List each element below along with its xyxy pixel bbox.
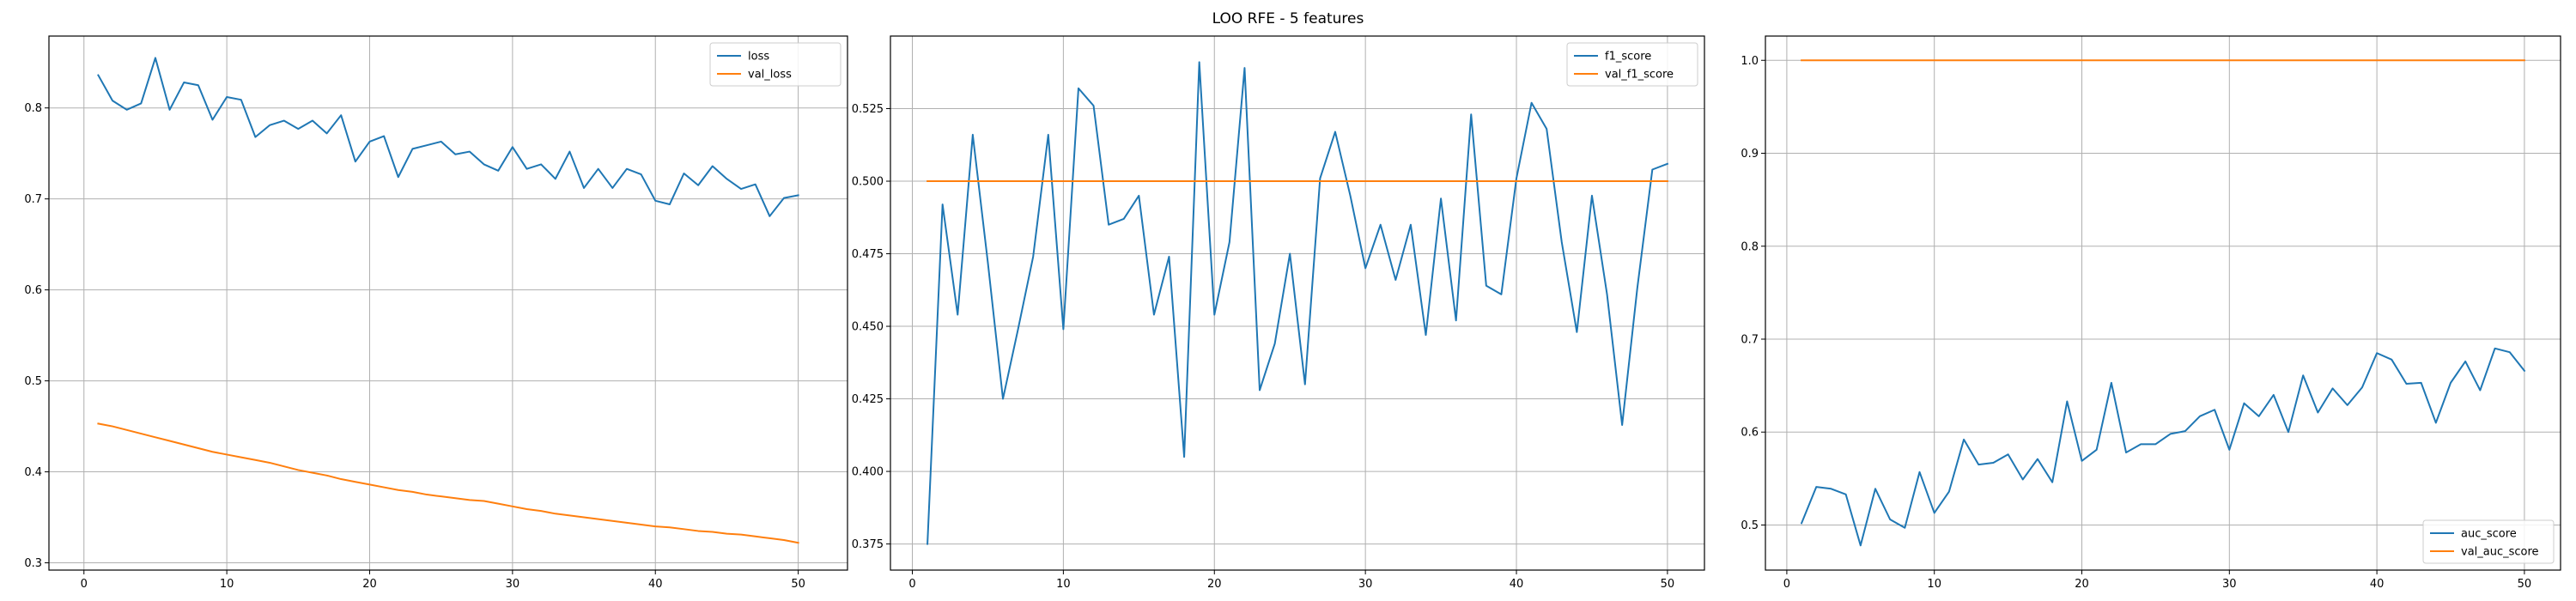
x-tick-label: 0 bbox=[81, 578, 88, 591]
y-tick-label: 0.375 bbox=[852, 538, 884, 551]
subplots: 0 10 20 30 40 50 0.3 0.4 0.5 0.6 0.7 0.8 loss val_los… bbox=[24, 35, 2561, 591]
x-tick-label: 10 bbox=[1056, 578, 1071, 591]
y-tick-label: 0.6 bbox=[1741, 427, 1759, 440]
plot-area bbox=[1765, 36, 2561, 570]
y-tick-label: 0.4 bbox=[24, 466, 42, 479]
x-tick-label: 30 bbox=[506, 578, 520, 591]
x-tick-label: 0 bbox=[1783, 578, 1790, 591]
plot-area bbox=[49, 36, 848, 570]
x-tick-label: 40 bbox=[1510, 578, 1524, 591]
legend-label: auc_score bbox=[2461, 528, 2517, 541]
y-tick-label: 0.475 bbox=[852, 248, 884, 261]
y-tick-label: 0.5 bbox=[24, 375, 42, 388]
x-tick-label: 0 bbox=[908, 578, 915, 591]
x-tick-label: 30 bbox=[2222, 578, 2237, 591]
y-tick-label: 0.7 bbox=[1741, 334, 1759, 347]
axes-frame bbox=[890, 35, 1705, 571]
legend: loss val_loss bbox=[709, 42, 841, 87]
y-tick-label: 0.3 bbox=[24, 557, 42, 570]
y-tick-label: 0.8 bbox=[24, 102, 42, 115]
x-tick-label: 50 bbox=[2518, 578, 2532, 591]
x-tick-label: 50 bbox=[791, 578, 805, 591]
x-tick-label: 40 bbox=[648, 578, 663, 591]
legend-box bbox=[2422, 519, 2555, 564]
y-tick-label: 0.450 bbox=[852, 321, 884, 334]
series-line-f1_score bbox=[927, 61, 1669, 545]
y-tick-label: 0.6 bbox=[24, 284, 42, 297]
plot-area bbox=[890, 36, 1704, 570]
x-tick-label: 20 bbox=[2075, 578, 2089, 591]
series-line-val_loss bbox=[97, 422, 799, 544]
y-tick-label: 0.500 bbox=[852, 176, 884, 189]
x-tick-label: 10 bbox=[220, 578, 234, 591]
y-tick-label: 1.0 bbox=[1741, 55, 1759, 68]
y-tick-label: 0.5 bbox=[1741, 519, 1759, 532]
y-tick-label: 0.7 bbox=[24, 193, 42, 206]
legend-label: f1_score bbox=[1605, 51, 1651, 64]
y-tick-label: 0.9 bbox=[1741, 148, 1759, 161]
x-tick-label: 40 bbox=[2370, 578, 2385, 591]
y-tick-label: 0.525 bbox=[852, 103, 884, 116]
x-tick-label: 50 bbox=[1661, 578, 1675, 591]
x-tick-label: 10 bbox=[1927, 578, 1941, 591]
y-tick-label: 0.8 bbox=[1741, 240, 1759, 253]
series-line-auc_score bbox=[1800, 347, 2526, 547]
x-tick-label: 20 bbox=[1207, 578, 1222, 591]
y-tick-label: 0.400 bbox=[852, 466, 884, 479]
axes-frame bbox=[1765, 35, 2561, 571]
subplot-2: 0 10 20 30 40 50 0.375 0.400 0.425 0.450 0.475 0.50… bbox=[852, 35, 1705, 591]
legend: f1_score val_f1_score bbox=[1566, 42, 1698, 87]
axes-frame bbox=[48, 35, 848, 571]
legend-label: val_loss bbox=[748, 69, 792, 82]
legend-label: loss bbox=[748, 51, 769, 64]
legend-label: val_f1_score bbox=[1605, 69, 1674, 82]
figure-title: LOO RFE - 5 features bbox=[1212, 10, 1364, 27]
series-line-loss bbox=[97, 57, 799, 217]
subplot-3: 0 10 20 30 40 50 0.5 0.6 0.7 0.8 0.9 1.0 auc_scoreva… bbox=[1741, 35, 2561, 591]
x-tick-label: 20 bbox=[362, 578, 377, 591]
x-tick-label: 30 bbox=[1358, 578, 1373, 591]
legend-box bbox=[709, 42, 841, 87]
y-tick-label: 0.425 bbox=[852, 393, 884, 406]
legend-box bbox=[1566, 42, 1698, 87]
legend: auc_score val_auc_score bbox=[2422, 519, 2555, 564]
subplot-1: 0 10 20 30 40 50 0.3 0.4 0.5 0.6 0.7 0.8 loss val_los… bbox=[24, 35, 848, 591]
legend-label: val_auc_score bbox=[2461, 546, 2539, 559]
